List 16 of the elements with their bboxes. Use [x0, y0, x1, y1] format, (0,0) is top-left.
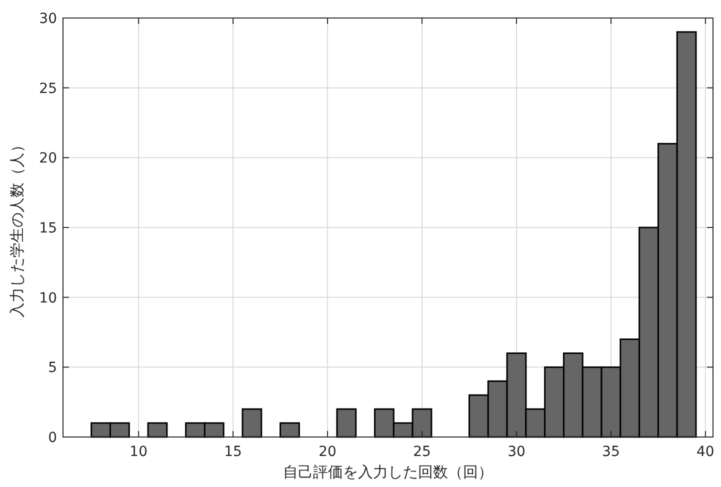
- y-tick-label: 5: [48, 360, 57, 376]
- x-tick-label: 30: [508, 444, 526, 460]
- x-tick-label: 15: [224, 444, 242, 460]
- x-tick-label: 10: [130, 444, 148, 460]
- x-axis-title: 自己評価を入力した回数（回）: [283, 463, 493, 481]
- y-tick-label: 15: [39, 220, 57, 236]
- y-tick-label: 20: [39, 150, 57, 167]
- x-tick-label: 25: [413, 444, 431, 460]
- y-axis-title: 入力した学生の人数（人）: [8, 138, 26, 318]
- y-tick-label: 25: [39, 80, 57, 97]
- x-tick-label: 40: [696, 444, 714, 460]
- y-tick-label: 0: [48, 430, 57, 446]
- x-tick-label: 20: [318, 444, 336, 460]
- y-tick-label: 30: [39, 11, 57, 27]
- x-tick-label: 35: [602, 444, 620, 460]
- y-tick-label: 10: [39, 290, 57, 306]
